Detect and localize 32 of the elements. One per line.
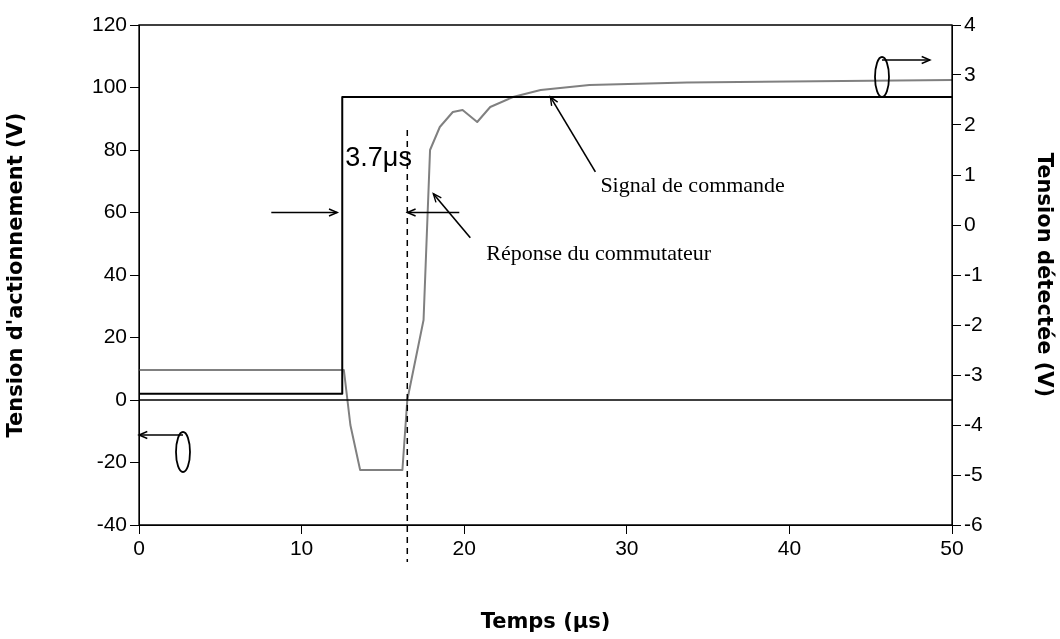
annotation: Signal de commande [600,171,785,197]
y2-tick-label: -6 [964,511,983,535]
y2-tick-label: 2 [964,111,976,135]
y2-tick-label: 1 [964,161,976,185]
y2-axis-title: Tension détectée (V) [1032,152,1057,398]
y-tick-label: -40 [96,511,127,535]
x-tick-label: 40 [777,536,802,560]
annotation: Réponse du commutateur [486,239,712,265]
y2-tick-label: -5 [964,461,983,485]
x-tick-label: 50 [940,536,964,560]
y-tick-label: 100 [91,74,127,98]
y2-tick-label: -3 [964,361,983,385]
y-tick-label: 0 [115,386,127,410]
x-axis-title: Temps (μs) [480,608,611,633]
y2-tick-label: -2 [964,311,983,335]
y2-tick-label: -1 [964,261,983,285]
y-axis-title: Tension d'actionnement (V) [3,112,28,438]
y-tick-label: 120 [91,11,127,35]
y2-tick-label: 3 [964,61,976,85]
x-tick-label: 10 [289,536,314,560]
y-tick-label: 60 [103,199,127,223]
x-tick-label: 30 [615,536,639,560]
annotation: 3.7μs [345,141,412,172]
y2-tick-label: -4 [964,411,983,435]
y-tick-label: -20 [96,449,127,473]
y2-tick-label: 0 [964,211,976,235]
x-tick-label: 20 [452,536,476,560]
y2-tick-label: 4 [964,11,976,35]
y-tick-label: 80 [103,136,127,160]
x-tick-label: 0 [133,536,145,560]
y-tick-label: 20 [103,324,127,348]
y-tick-label: 40 [103,261,127,285]
